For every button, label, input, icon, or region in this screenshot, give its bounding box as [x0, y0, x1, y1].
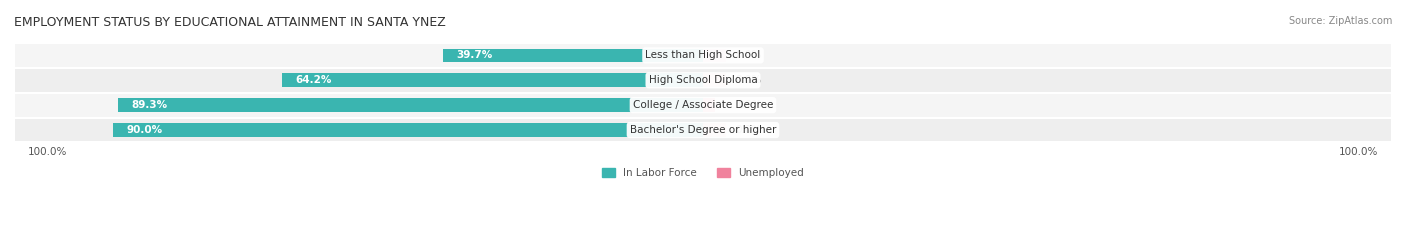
Bar: [15, 93, 1391, 118]
Text: Bachelor's Degree or higher: Bachelor's Degree or higher: [630, 125, 776, 135]
Bar: [283, 73, 703, 87]
Text: 0.0%: 0.0%: [735, 125, 762, 135]
Bar: [703, 98, 714, 112]
Bar: [118, 98, 703, 112]
Text: 90.0%: 90.0%: [127, 125, 163, 135]
Bar: [703, 48, 725, 62]
Bar: [15, 68, 1391, 93]
Text: 64.2%: 64.2%: [295, 75, 332, 85]
Text: 89.3%: 89.3%: [131, 100, 167, 110]
Bar: [114, 123, 703, 137]
Bar: [703, 123, 725, 137]
Text: EMPLOYMENT STATUS BY EDUCATIONAL ATTAINMENT IN SANTA YNEZ: EMPLOYMENT STATUS BY EDUCATIONAL ATTAINM…: [14, 16, 446, 29]
Bar: [703, 73, 725, 87]
Bar: [443, 48, 703, 62]
Text: 0.0%: 0.0%: [735, 75, 762, 85]
Text: 0.0%: 0.0%: [735, 50, 762, 60]
Text: 1.8%: 1.8%: [735, 100, 762, 110]
Text: Less than High School: Less than High School: [645, 50, 761, 60]
Text: 39.7%: 39.7%: [456, 50, 492, 60]
Bar: [15, 43, 1391, 68]
Text: College / Associate Degree: College / Associate Degree: [633, 100, 773, 110]
Bar: [15, 118, 1391, 142]
Text: Source: ZipAtlas.com: Source: ZipAtlas.com: [1288, 16, 1392, 26]
Legend: In Labor Force, Unemployed: In Labor Force, Unemployed: [598, 164, 808, 182]
Text: High School Diploma: High School Diploma: [648, 75, 758, 85]
